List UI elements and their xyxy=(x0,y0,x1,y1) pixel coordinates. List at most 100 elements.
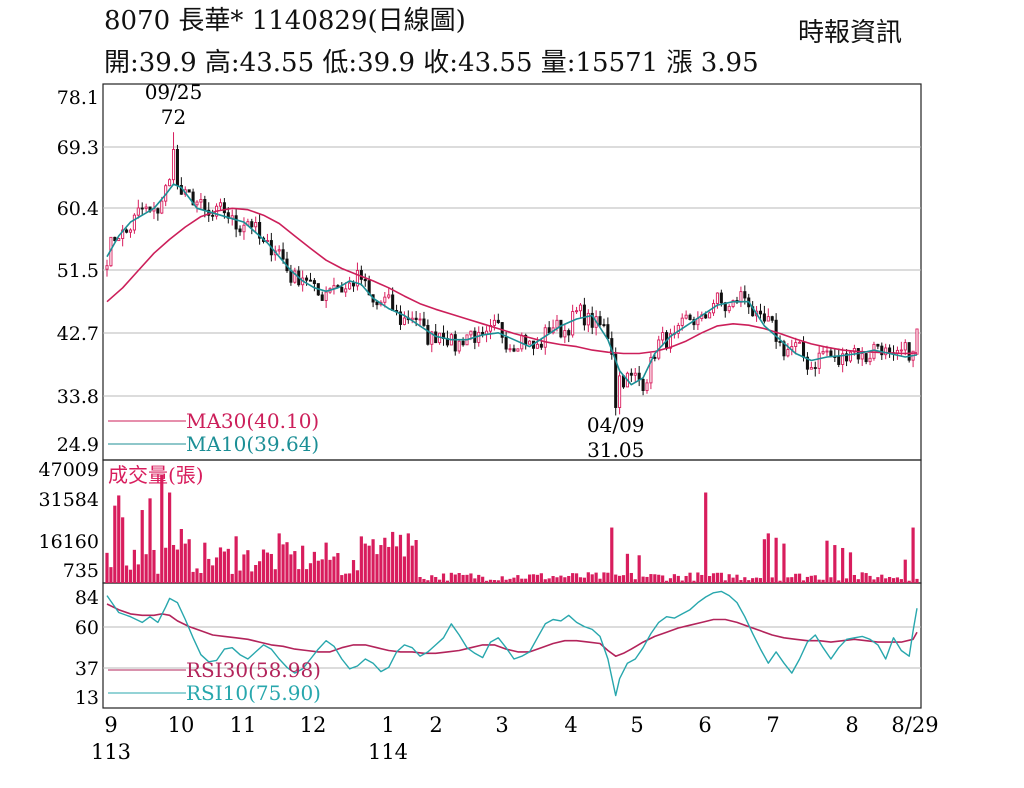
volume-bar xyxy=(351,560,356,583)
candle-body xyxy=(798,341,802,344)
candle-body xyxy=(813,367,817,369)
volume-bar xyxy=(434,576,438,583)
volume-bar xyxy=(747,580,751,583)
x-month-label: 12 xyxy=(300,713,327,737)
price-tick-label: 51.5 xyxy=(57,260,99,282)
volume-bar xyxy=(598,578,602,583)
price-tick-label: 33.8 xyxy=(57,386,99,408)
volume-bar xyxy=(817,579,821,583)
volume-bar xyxy=(833,545,837,583)
candle-body xyxy=(383,296,387,303)
volume-bar xyxy=(762,539,766,583)
ohlc-summary: 開:39.9 高:43.55 低:39.9 收:43.55 量:15571 漲 … xyxy=(104,48,759,78)
volume-bar xyxy=(899,579,903,583)
low-date-label: 04/09 xyxy=(587,413,645,437)
volume-bar xyxy=(379,545,383,583)
volume-bar xyxy=(704,492,708,583)
volume-bar xyxy=(860,572,864,583)
candle-body xyxy=(590,312,594,328)
volume-bar xyxy=(676,575,680,583)
volume-bar xyxy=(191,571,195,583)
volume-bar xyxy=(156,573,160,583)
price-tick-label: 42.7 xyxy=(57,323,99,345)
x-month-label: 3 xyxy=(495,713,508,737)
candle-body xyxy=(688,314,692,320)
candle-body xyxy=(758,310,763,315)
candle-body xyxy=(903,342,907,351)
volume-bar xyxy=(144,554,148,583)
volume-bar xyxy=(903,559,907,583)
volume-bar xyxy=(794,573,798,583)
candle-body xyxy=(715,292,719,304)
volume-bar xyxy=(238,570,242,583)
volume-bar xyxy=(199,572,203,583)
candle-body xyxy=(113,236,117,242)
volume-bar xyxy=(821,579,825,583)
candle-body xyxy=(633,372,637,376)
volume-bar xyxy=(477,574,481,583)
candle-body xyxy=(105,265,109,270)
volume-bar xyxy=(625,553,630,583)
volume-bar xyxy=(152,549,156,583)
volume-bar xyxy=(406,533,410,583)
volume-bar xyxy=(864,573,868,583)
volume-bar xyxy=(555,577,559,583)
candle-body xyxy=(344,288,348,293)
high-price-label: 72 xyxy=(161,105,186,129)
candle-body xyxy=(762,313,766,322)
x-month-label: 8 xyxy=(845,713,858,737)
volume-bar xyxy=(168,492,172,583)
candle-body xyxy=(351,282,356,287)
volume-bar xyxy=(273,569,277,583)
volume-bar xyxy=(394,546,399,583)
volume-bar xyxy=(582,577,586,583)
candle-body xyxy=(586,312,590,326)
volume-bar xyxy=(825,540,829,583)
volume-bar xyxy=(684,575,688,583)
candle-body xyxy=(778,340,782,343)
candle-body xyxy=(782,341,786,357)
volume-bar xyxy=(829,577,833,583)
volume-bar xyxy=(590,574,594,583)
low-price-label: 31.05 xyxy=(587,438,644,462)
x-month-label: 11 xyxy=(230,713,257,737)
candle-body xyxy=(324,291,328,301)
volume-bar xyxy=(696,572,700,583)
volume-bar xyxy=(711,573,716,583)
volume-bar xyxy=(891,578,896,583)
candle-body xyxy=(848,351,853,362)
volume-bar xyxy=(371,539,375,583)
volume-bar xyxy=(148,498,152,583)
candle-body xyxy=(637,372,641,380)
candle-body xyxy=(481,331,485,335)
ma30-line xyxy=(106,207,918,355)
x-month-label: 5 xyxy=(630,713,643,737)
volume-bar xyxy=(531,574,536,583)
volume-bar xyxy=(809,575,813,583)
volume-bar xyxy=(649,574,653,583)
volume-bar xyxy=(265,552,270,583)
candle-body xyxy=(708,312,712,319)
volume-bar xyxy=(258,561,262,583)
candle-body xyxy=(410,317,414,321)
candle-body xyxy=(766,316,770,322)
volume-bar xyxy=(261,549,266,583)
volume-bar xyxy=(281,544,285,583)
volume-bar xyxy=(535,574,540,583)
candle-body xyxy=(457,340,461,352)
candle-body xyxy=(355,270,359,287)
volume-bar xyxy=(160,475,164,583)
volume-bar xyxy=(805,576,810,583)
candle-body xyxy=(719,292,723,304)
volume-bar xyxy=(766,533,770,583)
candle-body xyxy=(375,301,379,306)
candle-body xyxy=(641,378,645,391)
volume-bar xyxy=(230,573,234,583)
volume-bar xyxy=(907,580,911,583)
volume-bar xyxy=(355,570,360,583)
volume-bar xyxy=(563,577,567,583)
price-panel xyxy=(102,83,922,461)
x-month-label: 4 xyxy=(564,713,577,737)
volume-bar xyxy=(297,569,301,583)
volume-bar xyxy=(837,580,841,583)
